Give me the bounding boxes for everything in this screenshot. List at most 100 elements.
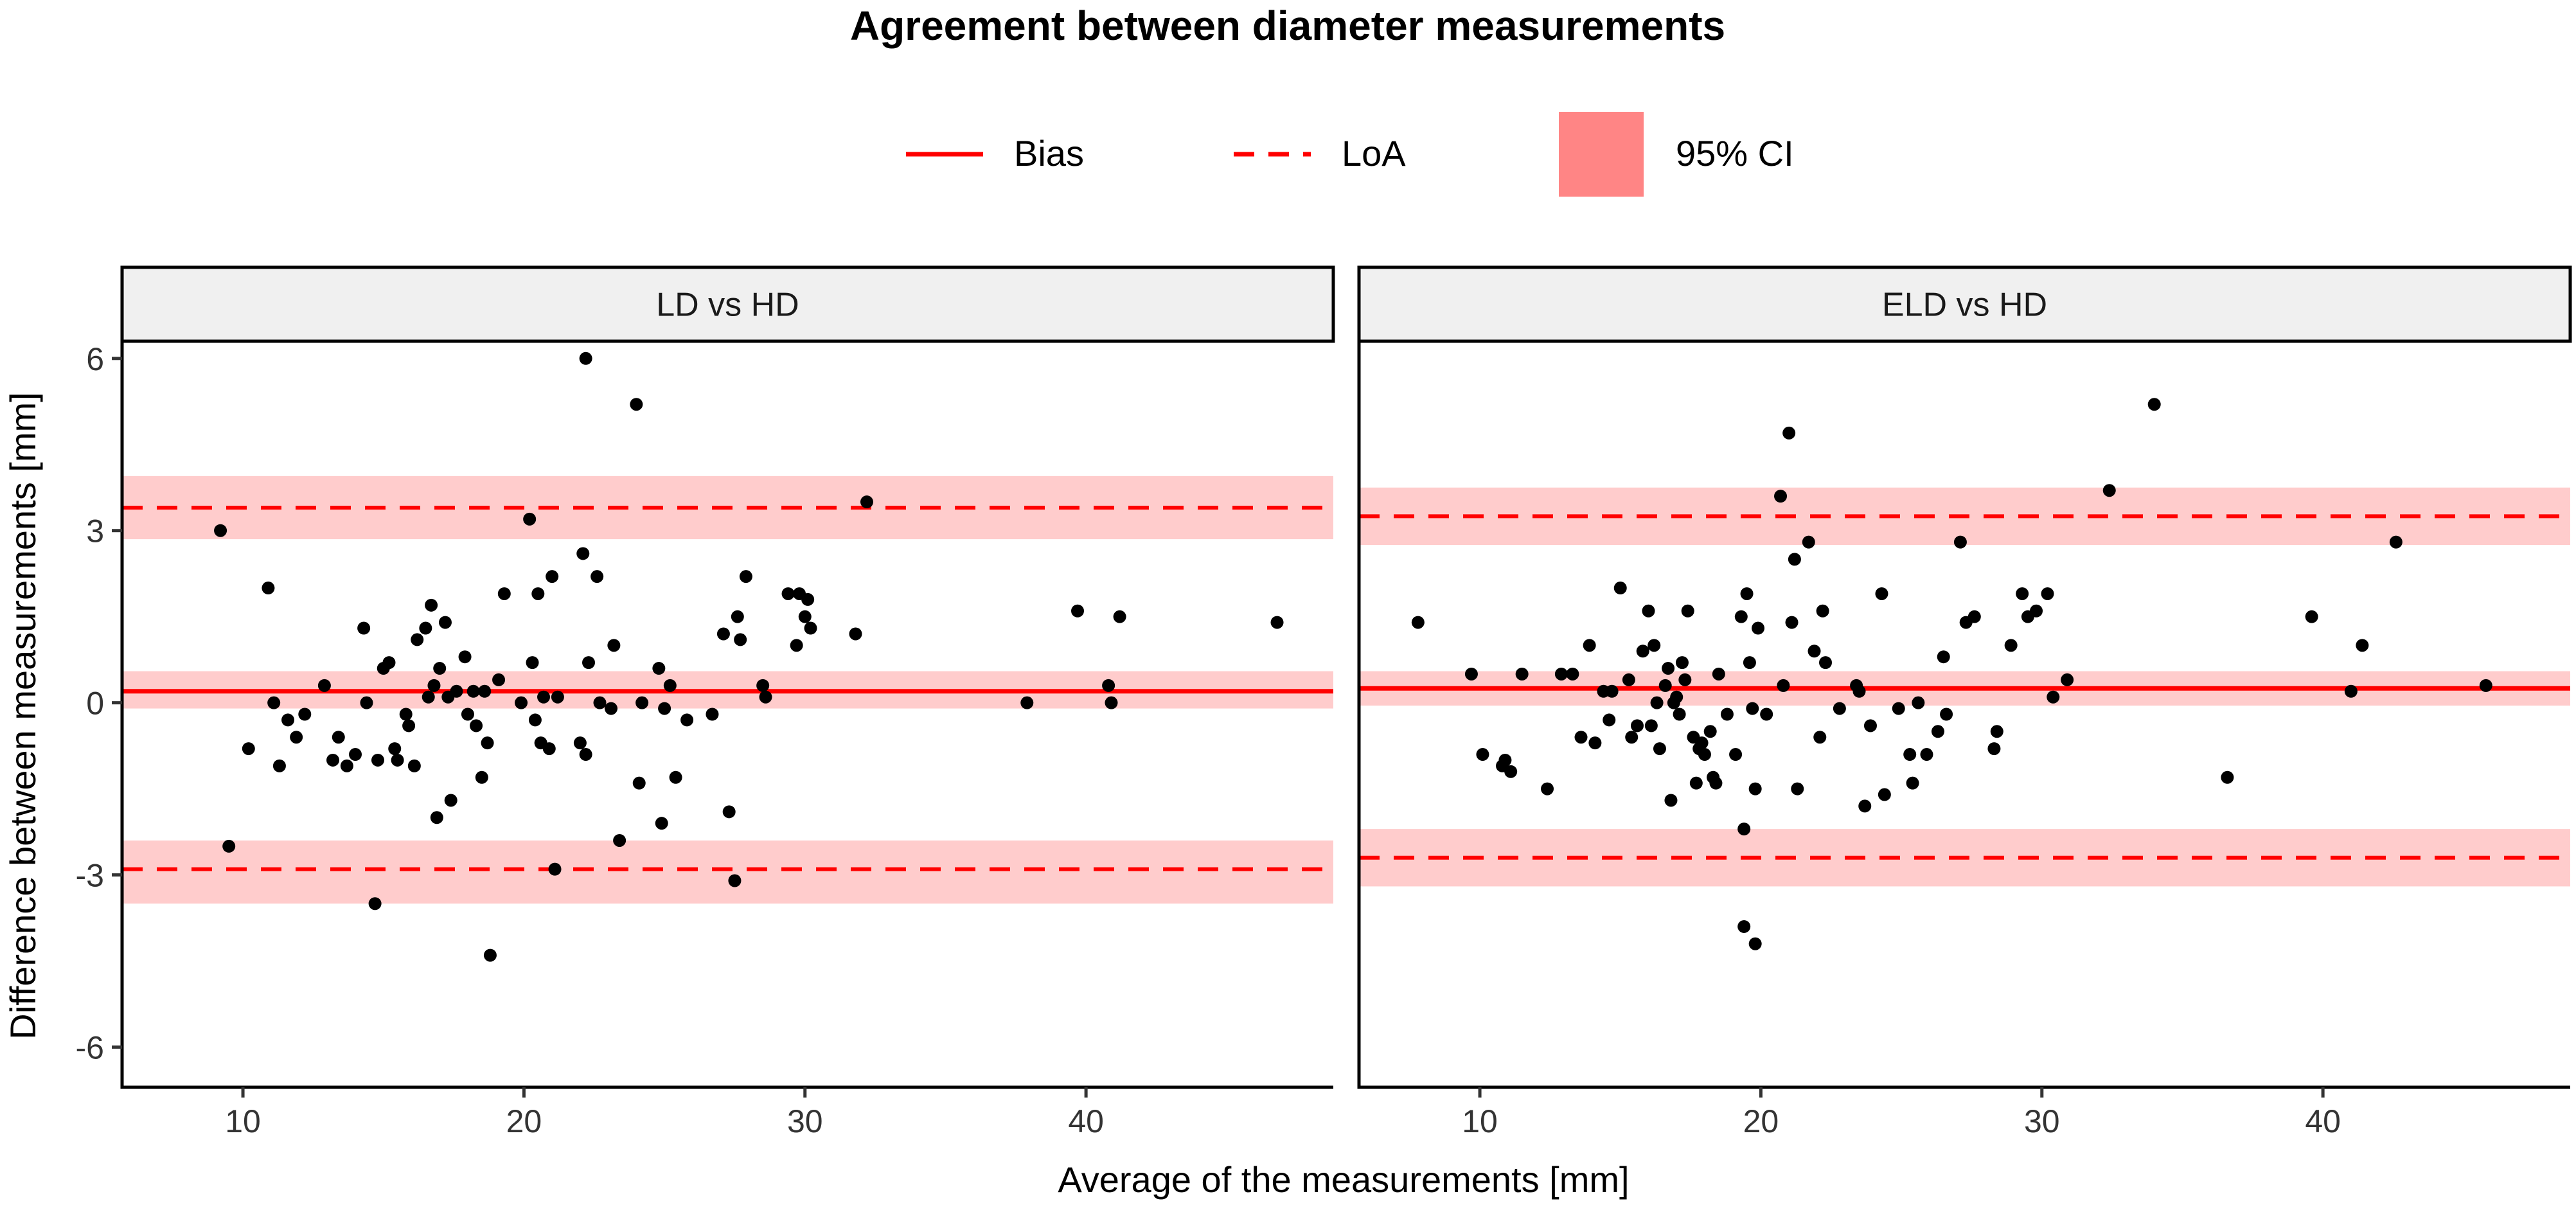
panel-strip-ld [120, 265, 1335, 343]
data-point [1990, 725, 2003, 738]
data-point [1574, 731, 1588, 744]
data-point [1816, 604, 1829, 618]
data-point [357, 621, 371, 635]
data-point [1630, 719, 1644, 733]
data-point [290, 731, 303, 744]
data-point [1774, 490, 1788, 503]
data-point [531, 587, 545, 600]
data-point [1650, 696, 1664, 709]
data-point [607, 639, 621, 652]
data-point [1903, 748, 1917, 761]
data-point [497, 587, 511, 600]
data-point [1878, 788, 1891, 801]
data-point [2221, 770, 2234, 784]
y-tick-label: -6 [76, 1029, 104, 1065]
data-point [1662, 662, 1675, 675]
legend-loa-label: LoA [1342, 133, 1406, 173]
data-point [332, 731, 345, 744]
data-point [1752, 621, 1765, 635]
data-point [1588, 736, 1602, 750]
data-point [402, 719, 416, 733]
data-point [411, 633, 424, 646]
data-point [680, 713, 694, 727]
data-point [573, 736, 587, 750]
data-point [652, 662, 666, 675]
data-point [2047, 690, 2060, 704]
data-point [399, 707, 413, 721]
legend-ci-swatch [1559, 112, 1644, 197]
x-tick-label: 30 [2024, 1103, 2060, 1139]
data-point [2147, 398, 2161, 411]
data-point [1504, 765, 1518, 778]
data-point [2479, 679, 2492, 692]
data-point [860, 495, 873, 509]
data-point [470, 719, 483, 733]
data-point [706, 707, 719, 721]
data-point [542, 742, 556, 756]
data-point [1411, 616, 1425, 629]
data-point [1743, 656, 1756, 670]
data-point [669, 770, 682, 784]
data-point [242, 742, 255, 756]
data-point [1664, 794, 1678, 807]
data-point [579, 748, 592, 761]
data-point [2030, 604, 2043, 618]
data-point [1746, 702, 1759, 715]
data-point [1748, 937, 1762, 950]
data-point [1813, 731, 1827, 744]
data-point [1622, 673, 1635, 686]
legend-ci-label: 95% CI [1676, 133, 1794, 173]
data-point [1788, 553, 1801, 566]
x-tick-label: 40 [2305, 1103, 2341, 1139]
data-point [1760, 707, 1773, 721]
data-point [1987, 742, 2001, 756]
data-point [298, 707, 312, 721]
data-point [1740, 587, 1754, 600]
data-point [1920, 748, 1933, 761]
data-point [1695, 736, 1709, 750]
data-point [1729, 748, 1743, 761]
panel-strip-eld [1357, 265, 2572, 343]
data-point [1931, 725, 1944, 738]
data-point [1681, 604, 1694, 618]
data-point [1625, 731, 1639, 744]
data-point [1709, 776, 1723, 790]
y-tick-label: -3 [76, 858, 104, 894]
data-point [1670, 690, 1683, 704]
data-point [759, 690, 772, 704]
data-point [1554, 667, 1568, 681]
data-point [722, 805, 736, 819]
data-point [798, 610, 812, 623]
data-point [382, 656, 396, 670]
data-point [1858, 799, 1872, 813]
data-point [427, 679, 441, 692]
panel-strip-label-eld: ELD vs HD [1882, 287, 2047, 324]
legend-bias-label: Bias [1014, 133, 1084, 173]
data-point [716, 627, 730, 641]
data-point [444, 794, 457, 807]
data-point [635, 696, 649, 709]
y-tick-label: 6 [86, 341, 104, 377]
panel-ld-vs-hd: LD vs HD 10 20 30 40 [120, 265, 1335, 1139]
data-point [849, 627, 862, 641]
data-point [2102, 484, 2116, 497]
data-point [1698, 748, 1711, 761]
data-point [546, 570, 559, 583]
data-point [1782, 426, 1796, 440]
data-point [523, 512, 537, 526]
data-point [604, 702, 617, 715]
data-point [407, 759, 421, 772]
data-point [1673, 707, 1686, 721]
data-point [1748, 782, 1762, 796]
data-point [1566, 667, 1579, 681]
data-point [1819, 656, 1833, 670]
data-point [1734, 610, 1748, 623]
data-point [739, 570, 752, 583]
data-point [450, 684, 463, 698]
data-point [1476, 748, 1489, 761]
x-tick-label: 20 [1743, 1103, 1779, 1139]
data-point [1603, 713, 1616, 727]
data-point [360, 696, 373, 709]
data-point [326, 753, 340, 767]
